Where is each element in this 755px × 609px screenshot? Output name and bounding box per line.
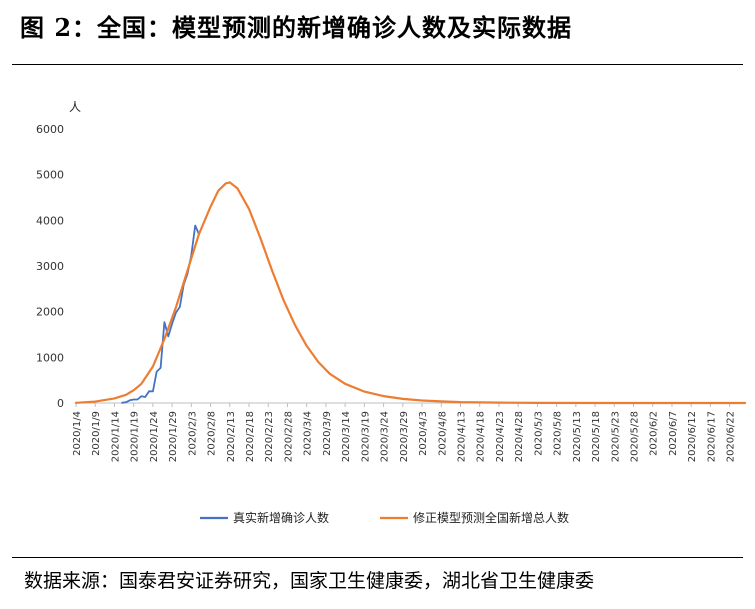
- y-tick-label: 0: [57, 397, 64, 410]
- y-axis-unit-label: 人: [69, 100, 81, 114]
- x-tick-label: 2020/5/8: [553, 411, 564, 456]
- x-tick-label: 2020/5/18: [591, 411, 602, 462]
- x-tick-label: 2020/4/18: [476, 411, 487, 462]
- x-tick-label: 2020/3/19: [360, 411, 371, 462]
- x-tick-label: 2020/4/3: [418, 411, 429, 456]
- x-tick-label: 2020/5/23: [610, 411, 621, 462]
- x-tick-label: 2020/4/8: [437, 411, 448, 456]
- source-note: 数据来源：国泰君安证券研究，国家卫生健康委，湖北省卫生健康委: [24, 570, 595, 592]
- bottom-rule: [12, 557, 743, 558]
- x-tick-label: 2020/1/19: [130, 411, 141, 462]
- figure-title: 图 2：全国：模型预测的新增确诊人数及实际数据: [20, 13, 573, 42]
- y-tick-label: 1000: [36, 351, 64, 364]
- y-tick-label: 3000: [36, 260, 64, 273]
- x-tick-label: 2020/5/28: [630, 411, 641, 462]
- x-tick-label: 2020/6/12: [687, 411, 698, 462]
- x-tick-label: 2020/5/13: [572, 411, 583, 462]
- y-tick-label: 5000: [36, 169, 64, 182]
- x-tick-label: 2020/1/9: [91, 411, 102, 456]
- x-tick-label: 2020/2/3: [187, 411, 198, 456]
- x-tick-label: 2020/1/29: [168, 411, 179, 462]
- x-tick-label: 2020/3/9: [322, 411, 333, 456]
- x-tick-label: 2020/4/28: [514, 411, 525, 462]
- x-tick-label: 2020/5/3: [533, 411, 544, 456]
- legend-label-2: 修正模型预测全国新增总人数: [413, 510, 569, 525]
- series-line-2: [74, 181, 747, 405]
- x-tick-label: 2020/6/7: [668, 411, 679, 456]
- y-tick-label: 4000: [36, 214, 64, 227]
- x-tick-label: 2020/1/14: [110, 411, 121, 462]
- x-tick-label: 2020/3/14: [341, 411, 352, 462]
- x-tick-label: 2020/1/4: [72, 411, 83, 456]
- x-tick-label: 2020/2/23: [264, 411, 275, 462]
- series-line-1: [121, 224, 200, 404]
- x-tick-label: 2020/2/8: [207, 411, 218, 456]
- legend-label-1: 真实新增确诊人数: [233, 510, 329, 525]
- x-tick-label: 2020/6/2: [649, 411, 660, 456]
- x-tick-label: 2020/3/4: [303, 411, 314, 456]
- x-tick-label: 2020/2/13: [226, 411, 237, 462]
- x-tick-label: 2020/4/13: [456, 411, 467, 462]
- x-tick-label: 2020/1/24: [149, 411, 160, 462]
- y-tick-label: 6000: [36, 123, 64, 136]
- x-tick-label: 2020/6/22: [726, 411, 737, 462]
- x-tick-label: 2020/6/17: [706, 411, 717, 462]
- x-tick-label: 2020/3/29: [399, 411, 410, 462]
- x-tick-label: 2020/2/28: [283, 411, 294, 462]
- x-tick-label: 2020/2/18: [245, 411, 256, 462]
- x-tick-label: 2020/4/23: [495, 411, 506, 462]
- y-tick-label: 2000: [36, 306, 64, 319]
- x-tick-label: 2020/3/24: [380, 411, 391, 462]
- top-rule: [12, 64, 743, 65]
